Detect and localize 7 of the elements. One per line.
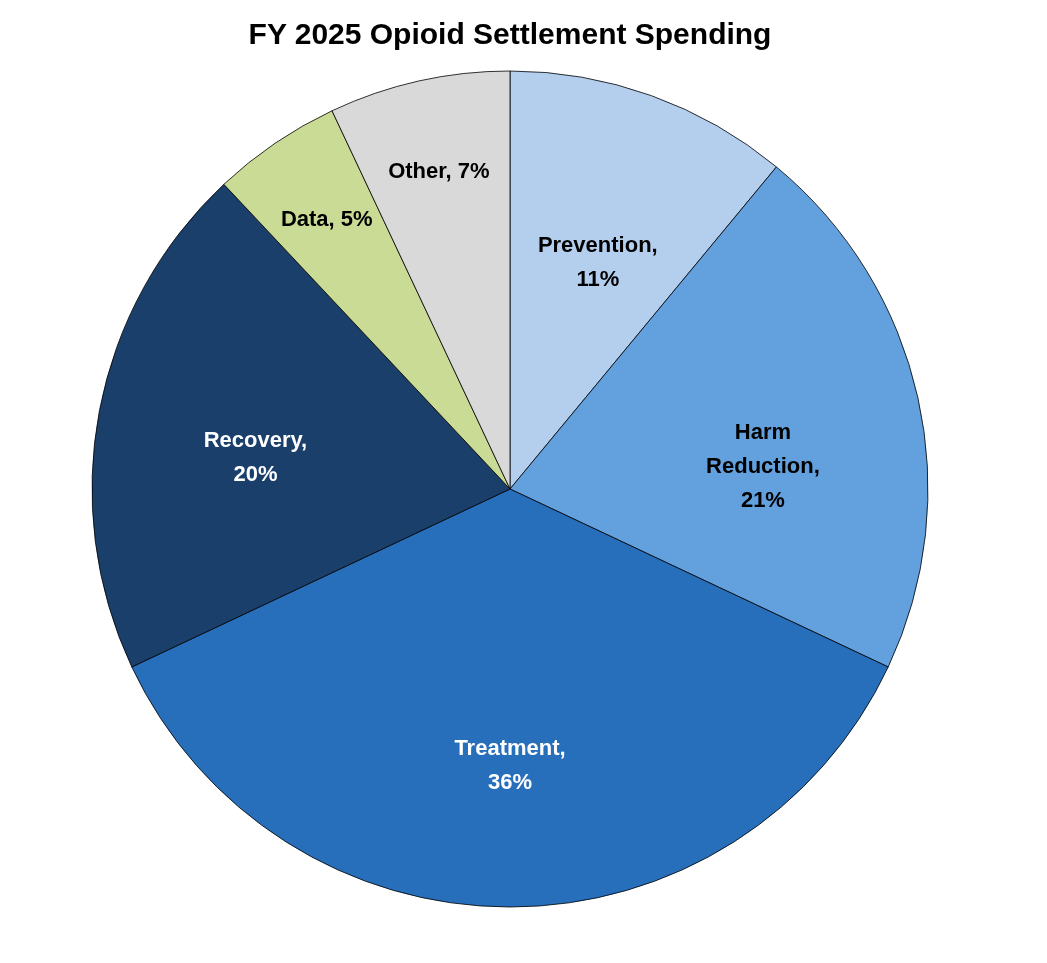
slice-label: Prevention, 11% xyxy=(537,232,658,292)
slice-label: Harm Reduction, 21% xyxy=(706,419,820,513)
slice-label: Recovery, 20% xyxy=(203,427,308,487)
slice-label: Data, 5% xyxy=(280,206,373,232)
chart-title: FY 2025 Opioid Settlement Spending xyxy=(248,17,772,50)
slice-label: Other, 7% xyxy=(388,157,490,183)
slice-label: Treatment, 36% xyxy=(454,735,566,795)
